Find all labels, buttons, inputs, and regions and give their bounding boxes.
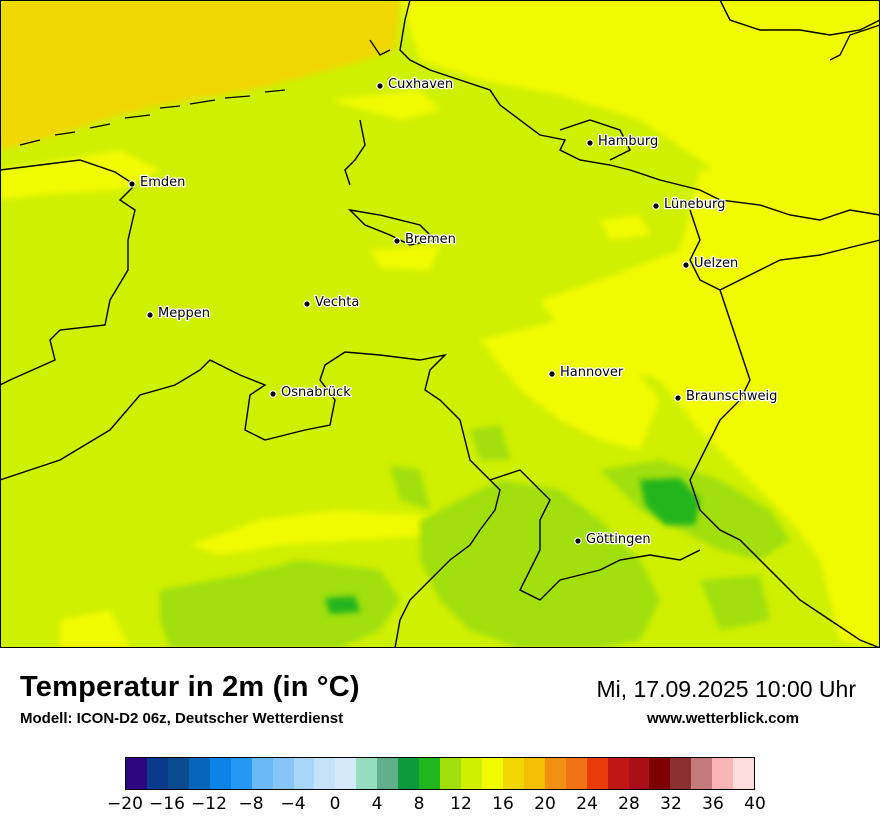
model-credit: Modell: ICON-D2 06z, Deutscher Wetterdie…: [20, 710, 344, 727]
legend-swatch: [712, 758, 734, 789]
city-vechta: Vechta: [303, 294, 361, 311]
legend-swatch: [628, 758, 650, 789]
legend-swatch: [586, 758, 608, 789]
legend-swatch: [481, 758, 503, 789]
temperature-map: Cuxhaven Hamburg Emden Lüneburg Bremen U…: [0, 0, 880, 648]
legend-tick-label: 32: [660, 794, 682, 814]
svg-text:Osnabrück: Osnabrück: [281, 385, 351, 400]
svg-text:Bremen: Bremen: [405, 232, 456, 247]
svg-text:Göttingen: Göttingen: [586, 532, 651, 547]
legend-swatch: [670, 758, 692, 789]
legend-tick-label: 8: [413, 794, 425, 814]
legend-swatch: [230, 758, 252, 789]
city-meppen: Meppen: [146, 305, 211, 322]
legend-tick-label: −4: [280, 794, 306, 814]
legend-tick-label: 24: [576, 794, 598, 814]
city-emden: Emden: [128, 174, 187, 191]
legend-swatch: [272, 758, 294, 789]
legend-swatch: [251, 758, 273, 789]
city-goettingen: Göttingen: [574, 531, 652, 548]
legend-swatch: [356, 758, 378, 789]
city-bremen: Bremen: [393, 231, 457, 248]
legend-swatch: [440, 758, 461, 789]
color-legend: [125, 757, 755, 790]
svg-text:Hamburg: Hamburg: [598, 134, 658, 149]
legend-tick-label: 28: [618, 794, 640, 814]
legend-swatch: [461, 758, 482, 789]
city-uelzen: Uelzen: [682, 255, 739, 272]
color-legend-ticks: −20 −16 −12 −8 −4 0 4 8 12 16 20 24 28 32 36 40: [107, 794, 766, 818]
legend-swatch: [209, 758, 231, 789]
svg-text:Emden: Emden: [140, 175, 185, 190]
map-canvas: Cuxhaven Hamburg Emden Lüneburg Bremen U…: [0, 0, 880, 648]
svg-text:Lüneburg: Lüneburg: [664, 197, 725, 212]
city-lueneburg: Lüneburg: [652, 196, 727, 213]
map-title: Temperatur in 2m (in °C): [20, 671, 360, 703]
valid-time: Mi, 17.09.2025 10:00 Uhr: [596, 676, 856, 702]
city-cuxhaven: Cuxhaven: [376, 76, 454, 93]
legend-swatch: [523, 758, 545, 789]
legend-tick-label: 4: [371, 794, 383, 814]
legend-tick-label: −8: [238, 794, 264, 814]
city-braunschweig: Braunschweig: [674, 388, 779, 405]
website-link[interactable]: www.wetterblick.com: [647, 710, 799, 727]
svg-text:Cuxhaven: Cuxhaven: [388, 77, 453, 92]
legend-tick-label: 20: [534, 794, 556, 814]
city-osnabrueck: Osnabrück: [269, 384, 352, 401]
legend-swatch: [691, 758, 713, 789]
coastline-borders: [0, 0, 880, 648]
legend-tick-label: 36: [702, 794, 724, 814]
svg-text:Meppen: Meppen: [158, 306, 210, 321]
islands: [19, 24, 880, 146]
legend-swatch: [544, 758, 566, 789]
field-north-sea: [0, 0, 400, 150]
legend-tick-label: −16: [149, 794, 185, 814]
legend-swatch: [502, 758, 524, 789]
field-green-hills: [160, 425, 790, 648]
legend-swatch: [293, 758, 315, 789]
legend-swatch: [649, 758, 671, 789]
legend-tick-label: −20: [107, 794, 143, 814]
legend-swatch: [419, 758, 441, 789]
legend-swatch: [167, 758, 189, 789]
legend-swatch: [188, 758, 210, 789]
city-hamburg: Hamburg: [586, 133, 660, 150]
legend-swatch: [314, 758, 336, 789]
city-hannover: Hannover: [548, 364, 625, 381]
svg-text:Braunschweig: Braunschweig: [686, 389, 777, 404]
legend-swatch: [377, 758, 399, 789]
legend-tick-label: 12: [450, 794, 472, 814]
legend-swatch: [335, 758, 357, 789]
legend-swatch: [126, 758, 147, 789]
field-harz: [325, 478, 700, 614]
legend-swatch: [146, 758, 168, 789]
legend-tick-label: −12: [191, 794, 227, 814]
legend-swatch: [733, 758, 755, 789]
svg-text:Hannover: Hannover: [560, 365, 624, 380]
legend-tick-label: 0: [329, 794, 341, 814]
svg-text:Vechta: Vechta: [315, 295, 359, 310]
field-yellow: [0, 0, 880, 648]
svg-text:Uelzen: Uelzen: [694, 256, 738, 271]
city-markers: Cuxhaven Hamburg Emden Lüneburg Bremen U…: [128, 76, 779, 548]
legend-swatch: [607, 758, 629, 789]
legend-swatch: [565, 758, 587, 789]
legend-swatch: [398, 758, 420, 789]
legend-tick-label: 16: [492, 794, 514, 814]
legend-tick-label: 40: [744, 794, 766, 814]
